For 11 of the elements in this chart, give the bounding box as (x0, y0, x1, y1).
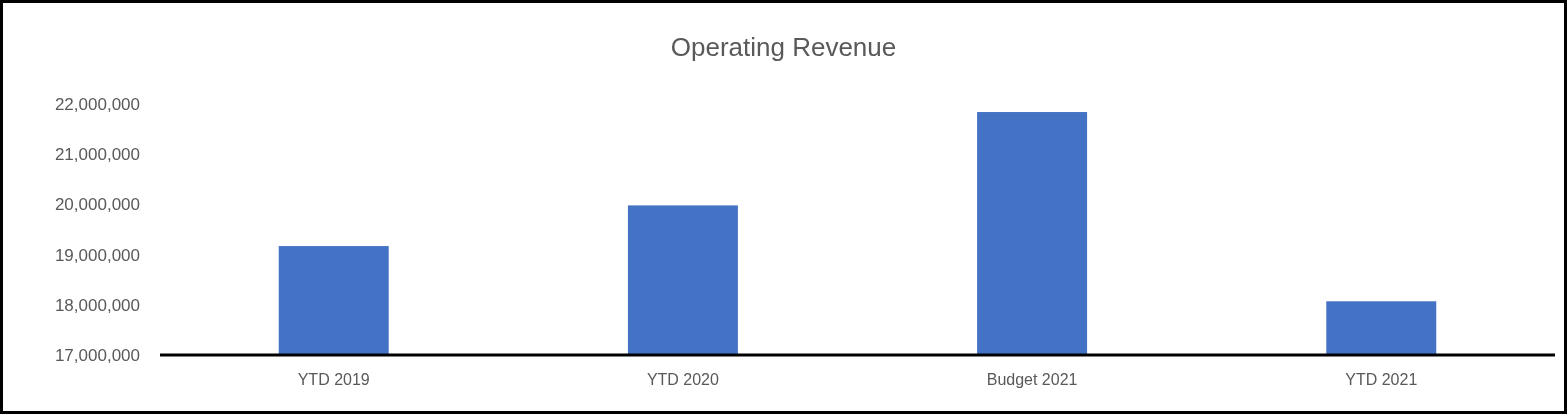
y-tick-label: 19,000,000 (54, 245, 140, 265)
y-tick-label: 18,000,000 (54, 295, 140, 315)
x-tick-label: YTD 2020 (646, 371, 720, 388)
chart-title: Operating Revenue (670, 32, 897, 62)
y-tick-label: 17,000,000 (54, 345, 140, 365)
y-tick-label: 21,000,000 (54, 145, 140, 165)
x-tick-label: Budget 2021 (986, 371, 1078, 388)
y-tick-label: 22,000,000 (54, 94, 140, 114)
x-tick-label: YTD 2021 (1345, 371, 1418, 388)
y-tick-label: 20,000,000 (54, 195, 140, 215)
x-tick-label: YTD 2019 (297, 371, 370, 388)
